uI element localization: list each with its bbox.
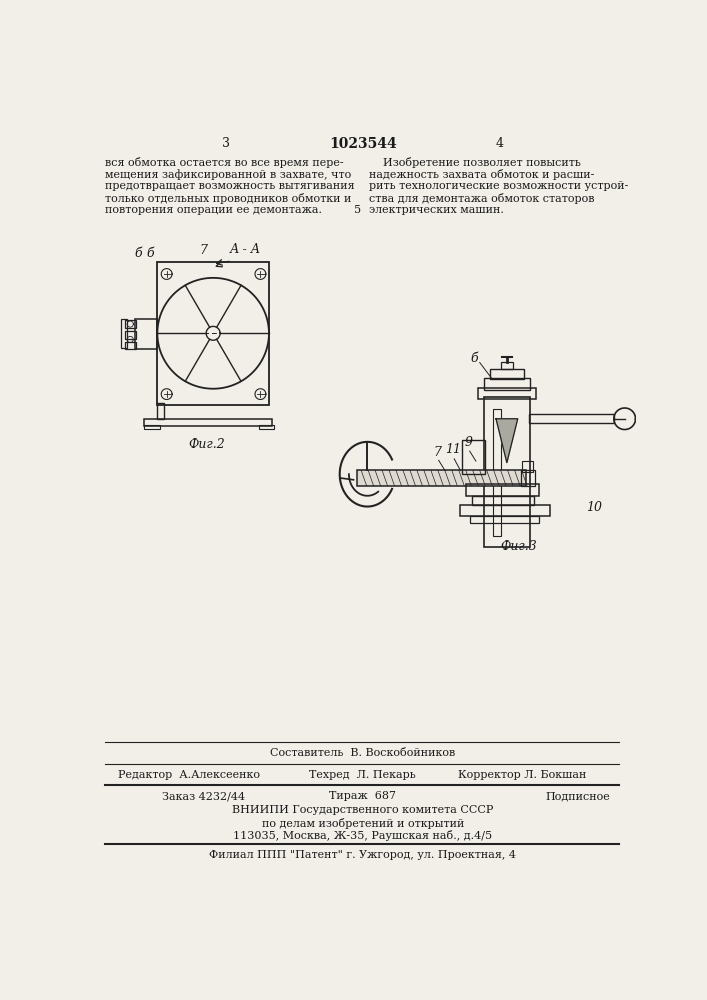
Text: Составитель  В. Воскобойников: Составитель В. Воскобойников xyxy=(270,748,455,758)
Text: б: б xyxy=(471,352,478,365)
Text: 113035, Москва, Ж-35, Раушская наб., д.4/5: 113035, Москва, Ж-35, Раушская наб., д.4… xyxy=(233,830,492,841)
Text: б: б xyxy=(134,247,142,260)
Text: надежность захвата обмоток и расши-: надежность захвата обмоток и расши- xyxy=(369,169,595,180)
Text: электрических машин.: электрических машин. xyxy=(369,205,504,215)
Bar xyxy=(125,331,136,339)
Text: 3: 3 xyxy=(221,137,230,150)
Text: мещения зафиксированной в захвате, что: мещения зафиксированной в захвате, что xyxy=(105,169,351,180)
Bar xyxy=(125,320,136,328)
Bar xyxy=(484,378,530,389)
Bar xyxy=(357,470,526,486)
Bar xyxy=(144,425,160,429)
Text: 4: 4 xyxy=(495,137,503,150)
Text: рить технологические возможности устрой-: рить технологические возможности устрой- xyxy=(369,181,629,191)
Bar xyxy=(478,388,535,399)
Bar xyxy=(472,496,534,505)
Text: Фиг.2: Фиг.2 xyxy=(189,438,226,451)
Text: 5: 5 xyxy=(354,205,361,215)
Bar xyxy=(156,403,164,419)
Text: Техред  Л. Пекарь: Техред Л. Пекарь xyxy=(310,770,416,780)
Text: Заказ 4232/44: Заказ 4232/44 xyxy=(162,791,245,801)
Text: Филиал ППП "Патент" г. Ужгород, ул. Проектная, 4: Филиал ППП "Патент" г. Ужгород, ул. Прое… xyxy=(209,850,516,860)
Text: А - А: А - А xyxy=(230,243,262,256)
Bar xyxy=(484,397,530,547)
Text: 7: 7 xyxy=(433,446,441,459)
Text: ства для демонтажа обмоток статоров: ства для демонтажа обмоток статоров xyxy=(369,193,595,204)
Bar xyxy=(460,505,549,516)
Text: ВНИИПИ Государственного комитета СССР: ВНИИПИ Государственного комитета СССР xyxy=(232,805,493,815)
Text: Корректор Л. Бокшан: Корректор Л. Бокшан xyxy=(458,770,587,780)
Bar xyxy=(521,470,534,486)
Text: Фиг.3: Фиг.3 xyxy=(500,540,537,553)
Text: только отдельных проводников обмотки и: только отдельных проводников обмотки и xyxy=(105,193,352,204)
Bar xyxy=(490,369,524,379)
Bar xyxy=(469,516,539,523)
Text: повторения операции ее демонтажа.: повторения операции ее демонтажа. xyxy=(105,205,322,215)
Bar xyxy=(493,409,501,536)
Bar xyxy=(144,419,272,426)
Text: Тираж  687: Тираж 687 xyxy=(329,791,396,801)
Text: 10: 10 xyxy=(585,501,602,514)
Text: 9: 9 xyxy=(464,436,472,449)
Bar xyxy=(466,484,539,496)
Bar xyxy=(501,362,513,369)
Bar xyxy=(125,342,136,349)
Text: 11: 11 xyxy=(445,443,461,456)
Bar xyxy=(529,414,614,423)
Text: 7: 7 xyxy=(199,244,207,257)
Text: Изобретение позволяет повысить: Изобретение позволяет повысить xyxy=(369,157,580,168)
Text: предотвращает возможность вытягивания: предотвращает возможность вытягивания xyxy=(105,181,355,191)
Text: Редактор  А.Алексеенко: Редактор А.Алексеенко xyxy=(118,770,260,780)
Bar xyxy=(259,425,274,429)
Bar xyxy=(156,262,269,405)
Bar xyxy=(121,319,127,348)
Bar xyxy=(462,440,485,474)
Text: б: б xyxy=(146,247,154,260)
Bar xyxy=(135,319,156,349)
Polygon shape xyxy=(496,419,518,463)
Text: вся обмотка остается во все время пере-: вся обмотка остается во все время пере- xyxy=(105,157,344,168)
Text: по делам изобретений и открытий: по делам изобретений и открытий xyxy=(262,818,464,829)
Bar xyxy=(522,461,533,472)
Text: Подписное: Подписное xyxy=(546,791,610,801)
Text: 1023544: 1023544 xyxy=(329,137,397,151)
